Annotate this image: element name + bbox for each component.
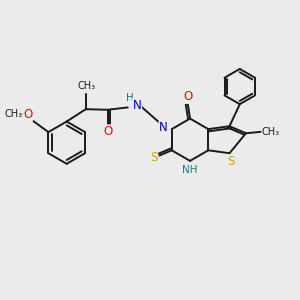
Text: NH: NH <box>182 165 198 175</box>
Text: O: O <box>23 108 32 121</box>
Text: S: S <box>227 155 235 168</box>
Text: O: O <box>183 90 192 103</box>
Text: CH₃: CH₃ <box>262 127 280 137</box>
Text: CH₃: CH₃ <box>4 110 22 119</box>
Text: S: S <box>150 152 157 164</box>
Text: CH₃: CH₃ <box>77 81 95 91</box>
Text: N: N <box>159 121 168 134</box>
Text: O: O <box>103 125 112 138</box>
Text: H: H <box>126 93 134 103</box>
Text: N: N <box>133 99 142 112</box>
